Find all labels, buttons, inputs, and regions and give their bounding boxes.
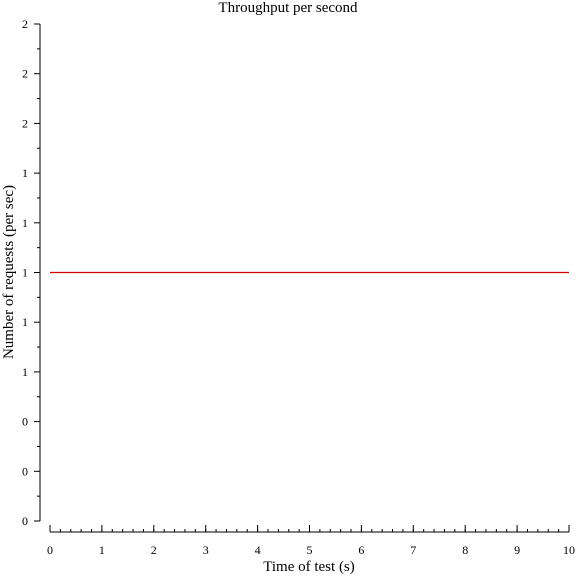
x-axis-label: Time of test (s) bbox=[263, 559, 355, 575]
x-tick-label: 3 bbox=[203, 543, 209, 557]
x-axis: 0 1 2 3 4 5 6 7 8 9 10 bbox=[47, 525, 575, 557]
x-tick-label: 6 bbox=[358, 543, 364, 557]
y-tick-label: 1 bbox=[22, 166, 28, 180]
y-tick-label: 1 bbox=[22, 266, 28, 280]
x-tick-label: 2 bbox=[151, 543, 157, 557]
y-tick-label: 1 bbox=[22, 216, 28, 230]
chart-title: Throughput per second bbox=[218, 0, 358, 16]
y-tick-label: 0 bbox=[22, 415, 28, 429]
x-tick-label: 9 bbox=[514, 543, 520, 557]
y-tick-label: 2 bbox=[22, 67, 28, 81]
x-tick-label: 1 bbox=[99, 543, 105, 557]
y-tick-label: 2 bbox=[22, 17, 28, 31]
x-tick-label: 4 bbox=[255, 543, 261, 557]
x-tick-label: 0 bbox=[47, 543, 53, 557]
x-tick-label: 8 bbox=[462, 543, 468, 557]
y-tick-label: 1 bbox=[22, 365, 28, 379]
x-tick-label: 10 bbox=[563, 543, 575, 557]
y-axis-label: Number of requests (per sec) bbox=[1, 185, 17, 359]
y-tick-label: 0 bbox=[22, 464, 28, 478]
y-tick-label: 0 bbox=[22, 514, 28, 528]
x-tick-label: 7 bbox=[410, 543, 416, 557]
y-tick-label: 2 bbox=[22, 116, 28, 130]
x-tick-label: 5 bbox=[307, 543, 313, 557]
y-tick-label: 1 bbox=[22, 315, 28, 329]
y-axis: 0 0 0 1 1 1 1 1 2 2 2 bbox=[22, 17, 41, 528]
